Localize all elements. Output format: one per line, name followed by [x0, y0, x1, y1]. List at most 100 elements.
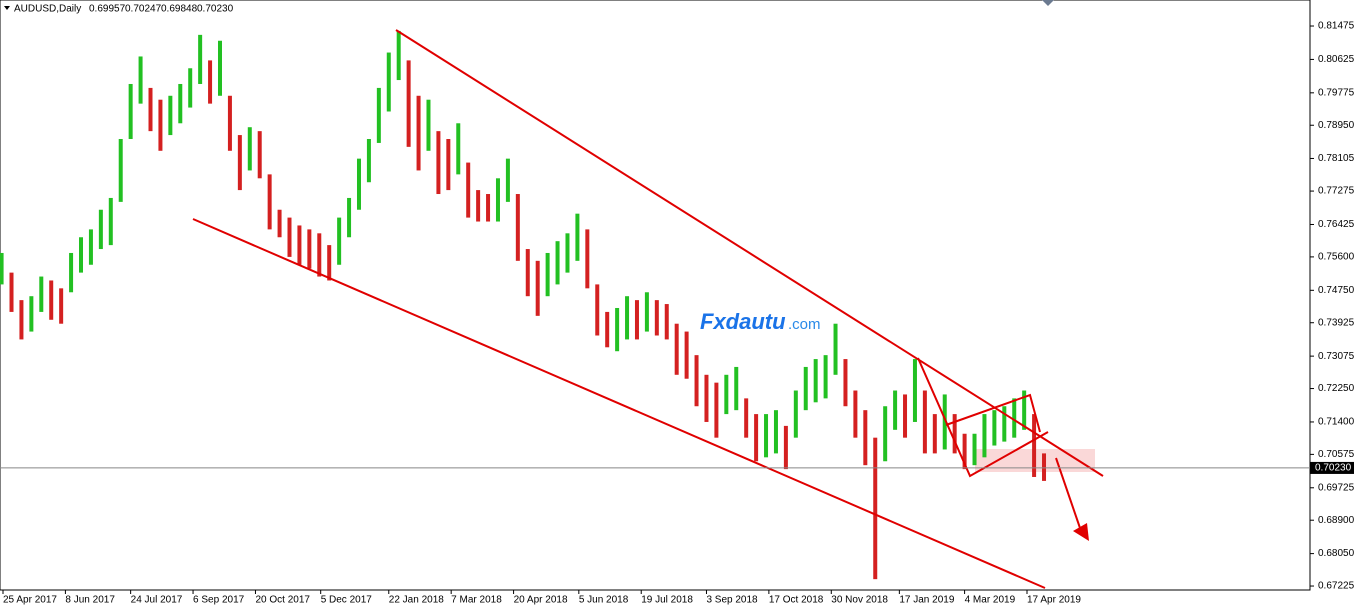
- y-tick-label: 0.70575: [1318, 449, 1355, 460]
- bar: [535, 260, 540, 316]
- bar: [446, 139, 451, 191]
- x-tick-label: 19 Jul 2018: [641, 595, 693, 606]
- bar: [158, 99, 163, 151]
- trend-line: [395, 29, 1104, 477]
- y-tick-label: 0.73075: [1318, 351, 1355, 362]
- x-tick-label: 17 Jan 2019: [899, 595, 954, 606]
- bar: [585, 229, 590, 289]
- y-tick-label: 0.68050: [1318, 548, 1355, 559]
- y-tick-label: 0.69725: [1318, 482, 1355, 493]
- bar: [79, 237, 84, 273]
- y-tick-label: 0.71400: [1318, 417, 1355, 428]
- bar: [456, 123, 461, 175]
- bar: [873, 437, 878, 580]
- x-tick-label: 25 Apr 2017: [3, 595, 57, 606]
- x-tick-label: 5 Jun 2018: [579, 595, 629, 606]
- chart-title: AUDUSD,Daily: [14, 4, 81, 15]
- menu-arrow: [4, 6, 10, 10]
- bar: [88, 229, 93, 265]
- trend-line: [192, 218, 1046, 589]
- bar: [724, 374, 729, 415]
- plot-frame: [0, 0, 1311, 591]
- bar: [992, 410, 997, 446]
- bar: [972, 433, 977, 466]
- bar: [495, 178, 500, 222]
- y-tick-label: 0.77275: [1318, 186, 1355, 197]
- bar: [267, 174, 272, 230]
- bar: [416, 95, 421, 171]
- bar: [1002, 406, 1007, 442]
- scroll-marker: [1042, 0, 1054, 6]
- bar: [138, 56, 143, 104]
- x-tick-label: 20 Oct 2017: [255, 595, 310, 606]
- bar: [0, 252, 4, 285]
- bar: [247, 127, 252, 171]
- bar: [486, 194, 491, 222]
- bar: [347, 197, 352, 238]
- bar: [883, 406, 888, 462]
- x-tick-label: 17 Apr 2019: [1027, 595, 1081, 606]
- x-tick-label: 8 Jun 2017: [65, 595, 115, 606]
- x-tick-label: 22 Jan 2018: [389, 595, 444, 606]
- y-tick-label: 0.78950: [1318, 120, 1355, 131]
- x-tick-label: 30 Nov 2018: [831, 595, 888, 606]
- bar: [108, 197, 113, 246]
- bar: [555, 241, 560, 285]
- bar: [1022, 390, 1027, 430]
- bar: [237, 135, 242, 191]
- bar: [386, 52, 391, 112]
- bar: [466, 162, 471, 218]
- bar: [297, 225, 302, 265]
- y-tick-label: 0.81475: [1318, 21, 1355, 32]
- bar: [178, 83, 183, 124]
- bar: [942, 394, 947, 450]
- bar: [9, 272, 14, 312]
- bar: [515, 194, 520, 261]
- bar: [664, 304, 669, 340]
- bar: [277, 209, 282, 238]
- x-tick-label: 4 Mar 2019: [965, 595, 1016, 606]
- bar: [545, 252, 550, 297]
- bar: [922, 390, 927, 454]
- bar: [625, 296, 630, 340]
- y-tick-label: 0.72250: [1318, 383, 1355, 394]
- bar: [356, 158, 361, 210]
- watermark: Fxdautu: [700, 309, 786, 334]
- bar: [307, 229, 312, 269]
- bar: [227, 95, 232, 151]
- bar: [684, 331, 689, 379]
- bar: [803, 366, 808, 411]
- bar: [168, 95, 173, 136]
- bar: [327, 245, 332, 281]
- bar: [148, 87, 153, 132]
- bar: [863, 410, 868, 466]
- bar: [744, 398, 749, 438]
- ohlc: 0.70247: [125, 4, 162, 15]
- bar: [893, 390, 898, 430]
- bar: [644, 292, 649, 332]
- ohlc: 0.70230: [197, 4, 234, 15]
- x-tick-label: 6 Sep 2017: [193, 595, 245, 606]
- bar: [754, 414, 759, 462]
- bar: [595, 284, 600, 336]
- trend-line: [917, 357, 1049, 478]
- x-tick-label: 7 Mar 2018: [451, 595, 502, 606]
- bar: [287, 217, 292, 257]
- bar: [366, 139, 371, 183]
- arrow: [1055, 457, 1081, 529]
- y-tick-label: 0.73925: [1318, 317, 1355, 328]
- bar: [317, 233, 322, 277]
- bar: [853, 390, 858, 438]
- bar: [952, 414, 957, 454]
- price-label: 0.70230: [1315, 463, 1352, 474]
- bar: [783, 425, 788, 470]
- y-tick-label: 0.68900: [1318, 515, 1355, 526]
- bar: [704, 374, 709, 422]
- ohlc: 0.69848: [161, 4, 198, 15]
- bar: [605, 311, 610, 348]
- bar: [823, 355, 828, 399]
- y-tick-label: 0.74750: [1318, 285, 1355, 296]
- watermark: .com: [788, 316, 821, 333]
- x-tick-label: 5 Dec 2017: [321, 595, 373, 606]
- bar: [565, 233, 570, 273]
